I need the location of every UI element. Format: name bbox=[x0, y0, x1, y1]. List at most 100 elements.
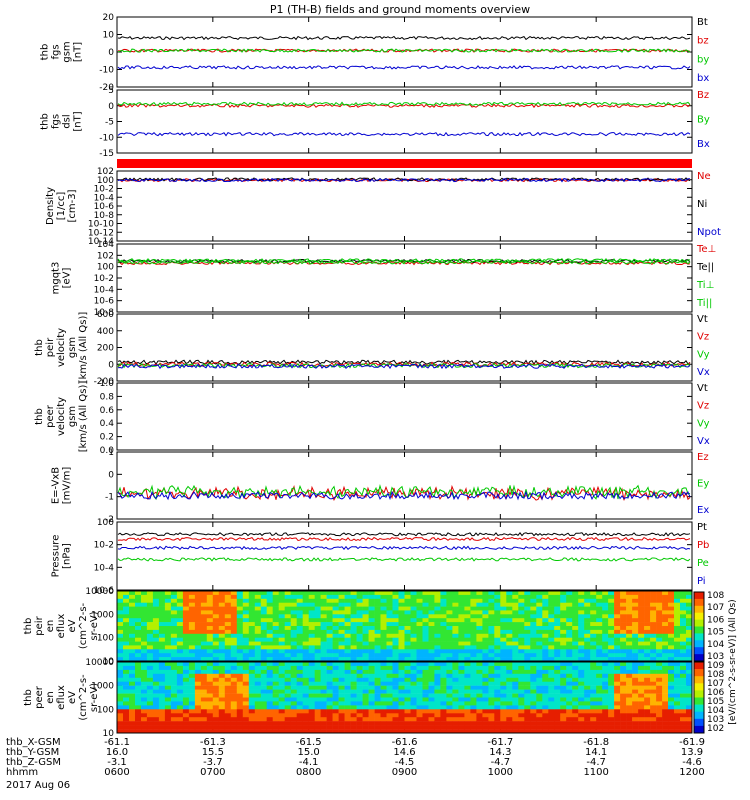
heatmap-cell bbox=[278, 598, 285, 603]
heatmap-cell bbox=[434, 669, 441, 675]
heatmap-cell bbox=[578, 709, 585, 714]
heatmap-cell bbox=[278, 681, 285, 686]
heatmap-cell bbox=[494, 637, 501, 642]
heatmap-cell bbox=[596, 602, 603, 607]
heatmap-cell bbox=[494, 721, 501, 726]
heatmap-cell bbox=[464, 729, 471, 734]
y-tick-label: 1000 bbox=[91, 610, 114, 620]
heatmap-cell bbox=[500, 685, 507, 690]
heatmap-cell bbox=[200, 641, 208, 646]
heatmap-cell bbox=[440, 598, 447, 603]
heatmap-cell bbox=[164, 614, 172, 619]
heatmap-cell bbox=[500, 633, 507, 638]
heatmap-cell bbox=[242, 729, 250, 734]
heatmap-cell bbox=[242, 641, 250, 646]
heatmap-cell bbox=[368, 637, 375, 642]
heatmap-cell bbox=[206, 637, 214, 642]
heatmap-cell bbox=[194, 725, 202, 730]
heatmap-cell bbox=[602, 701, 609, 706]
heatmap-cell bbox=[596, 697, 603, 702]
heatmap-cell bbox=[123, 709, 130, 714]
heatmap-cell bbox=[554, 693, 561, 698]
heatmap-cell bbox=[296, 594, 303, 600]
heatmap-cell bbox=[566, 713, 573, 718]
heatmap-cell bbox=[356, 610, 363, 615]
heatmap-cell bbox=[422, 591, 429, 596]
heatmap-cell bbox=[230, 697, 238, 702]
footer-value: 16.0 bbox=[106, 747, 128, 758]
heatmap-cell bbox=[458, 598, 465, 603]
heatmap-cell bbox=[296, 606, 303, 611]
heatmap-cell bbox=[500, 649, 507, 654]
heatmap-cell bbox=[224, 653, 232, 658]
heatmap-cell bbox=[338, 689, 345, 694]
heatmap-cell bbox=[272, 618, 279, 623]
y-axis-label: mgqt3 bbox=[51, 262, 62, 295]
y-tick-label: -15 bbox=[99, 149, 114, 159]
heatmap-cell bbox=[446, 689, 453, 694]
heatmap-cell bbox=[680, 693, 687, 698]
heatmap-cell bbox=[332, 705, 339, 710]
heatmap-cell bbox=[578, 591, 585, 596]
heatmap-cell bbox=[302, 665, 309, 671]
heatmap-cell bbox=[164, 633, 172, 638]
heatmap-cell bbox=[236, 618, 244, 623]
heatmap-cell bbox=[440, 677, 447, 682]
heatmap-cell bbox=[470, 665, 477, 671]
heatmap-cell bbox=[308, 633, 315, 638]
heatmap-cell bbox=[392, 633, 399, 638]
heatmap-cell bbox=[296, 673, 303, 678]
heatmap-cell bbox=[194, 709, 202, 714]
heatmap-cell bbox=[686, 614, 693, 619]
heatmap-cell bbox=[123, 673, 130, 678]
heatmap-cell bbox=[638, 725, 645, 730]
heatmap-cell bbox=[218, 649, 226, 654]
heatmap-cell bbox=[434, 721, 441, 726]
legend-Ez: Ez bbox=[697, 452, 709, 463]
heatmap-cell bbox=[284, 610, 291, 615]
heatmap-cell bbox=[488, 662, 495, 667]
colorbar-tick-label: 102 bbox=[707, 724, 724, 734]
heatmap-cell bbox=[332, 669, 339, 675]
heatmap-cell bbox=[117, 709, 124, 714]
heatmap-cell bbox=[416, 598, 423, 603]
heatmap-cell bbox=[302, 637, 309, 642]
heatmap-cell bbox=[590, 685, 597, 690]
heatmap-cell bbox=[494, 641, 501, 646]
y-axis-label: thb bbox=[23, 618, 34, 635]
heatmap-cell bbox=[428, 610, 435, 615]
heatmap-cell bbox=[614, 689, 621, 694]
heatmap-cell bbox=[662, 657, 669, 662]
heatmap-cell bbox=[632, 662, 639, 667]
heatmap-cell bbox=[170, 641, 178, 646]
heatmap-cell bbox=[350, 677, 357, 682]
heatmap-cell bbox=[326, 721, 333, 726]
heatmap-cell bbox=[362, 662, 369, 667]
heatmap-cell bbox=[206, 673, 214, 678]
heatmap-cell bbox=[482, 657, 489, 662]
heatmap-cell bbox=[590, 649, 597, 654]
heatmap-cell bbox=[188, 693, 196, 698]
heatmap-cell bbox=[548, 641, 555, 646]
heatmap-cell bbox=[464, 591, 471, 596]
heatmap-cell bbox=[356, 614, 363, 619]
heatmap-cell bbox=[470, 649, 477, 654]
heatmap-cell bbox=[308, 729, 315, 734]
heatmap-cell bbox=[260, 649, 268, 654]
heatmap-cell bbox=[554, 709, 561, 714]
heatmap-cell bbox=[674, 618, 681, 623]
heatmap-cell bbox=[572, 717, 579, 722]
heatmap-cell bbox=[392, 653, 399, 658]
heatmap-cell bbox=[260, 591, 268, 596]
heatmap-cell bbox=[320, 713, 327, 718]
heatmap-cell bbox=[272, 673, 279, 678]
heatmap-cell bbox=[554, 662, 561, 667]
footer-value: 15.0 bbox=[298, 747, 320, 758]
heatmap-cell bbox=[248, 705, 256, 710]
heatmap-cell bbox=[554, 633, 561, 638]
heatmap-cell bbox=[344, 721, 351, 726]
heatmap-cell bbox=[224, 606, 232, 611]
heatmap-cell bbox=[278, 693, 285, 698]
heatmap-cell bbox=[494, 653, 501, 658]
heatmap-cell bbox=[362, 645, 369, 650]
